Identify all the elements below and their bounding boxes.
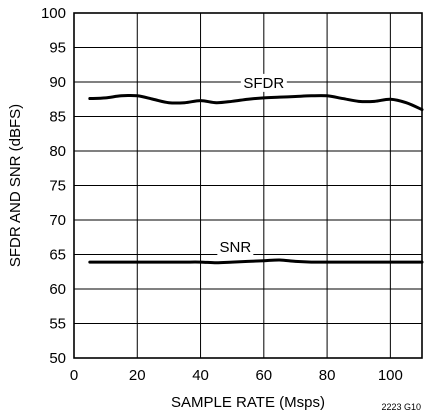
y-tick-label: 75 [49, 178, 66, 195]
series-label-sfdr: SFDR [243, 75, 284, 92]
series-label-background [217, 238, 254, 257]
plot-frame [73, 12, 423, 359]
series-label-snr: SNR [220, 239, 252, 256]
x-tick-label: 40 [192, 367, 209, 384]
figure-id: 2223 G10 [381, 402, 421, 412]
x-tick-label: 0 [70, 367, 78, 384]
y-axis-title: SFDR AND SNR (dBFS) [7, 104, 24, 267]
grid-lines [73, 12, 422, 359]
y-tick-label: 90 [49, 74, 66, 91]
series-line-snr [88, 258, 424, 265]
x-axis-title: SAMPLE RATE (Msps) [171, 394, 325, 411]
series-labels: SFDR SNR [217, 73, 287, 257]
series-lines [88, 93, 424, 265]
y-tick-label: 80 [49, 143, 66, 160]
y-tick-label: 65 [49, 247, 66, 264]
series-label-background [240, 73, 287, 92]
series-line-sfdr [88, 93, 424, 112]
x-tick-label: 60 [255, 367, 272, 384]
tick-labels: 50 55 60 65 70 75 80 85 90 95 100 0 20 40 60 80 100 [41, 5, 403, 384]
y-tick-label: 60 [49, 281, 66, 298]
x-tick-label: 100 [378, 367, 403, 384]
y-tick-label: 70 [49, 212, 66, 229]
x-tick-label: 80 [319, 367, 336, 384]
y-tick-label: 50 [49, 350, 66, 367]
y-tick-label: 95 [49, 40, 66, 57]
y-tick-label: 85 [49, 109, 66, 126]
y-tick-label: 100 [41, 5, 66, 22]
x-tick-label: 20 [129, 367, 146, 384]
y-tick-label: 55 [49, 316, 66, 333]
